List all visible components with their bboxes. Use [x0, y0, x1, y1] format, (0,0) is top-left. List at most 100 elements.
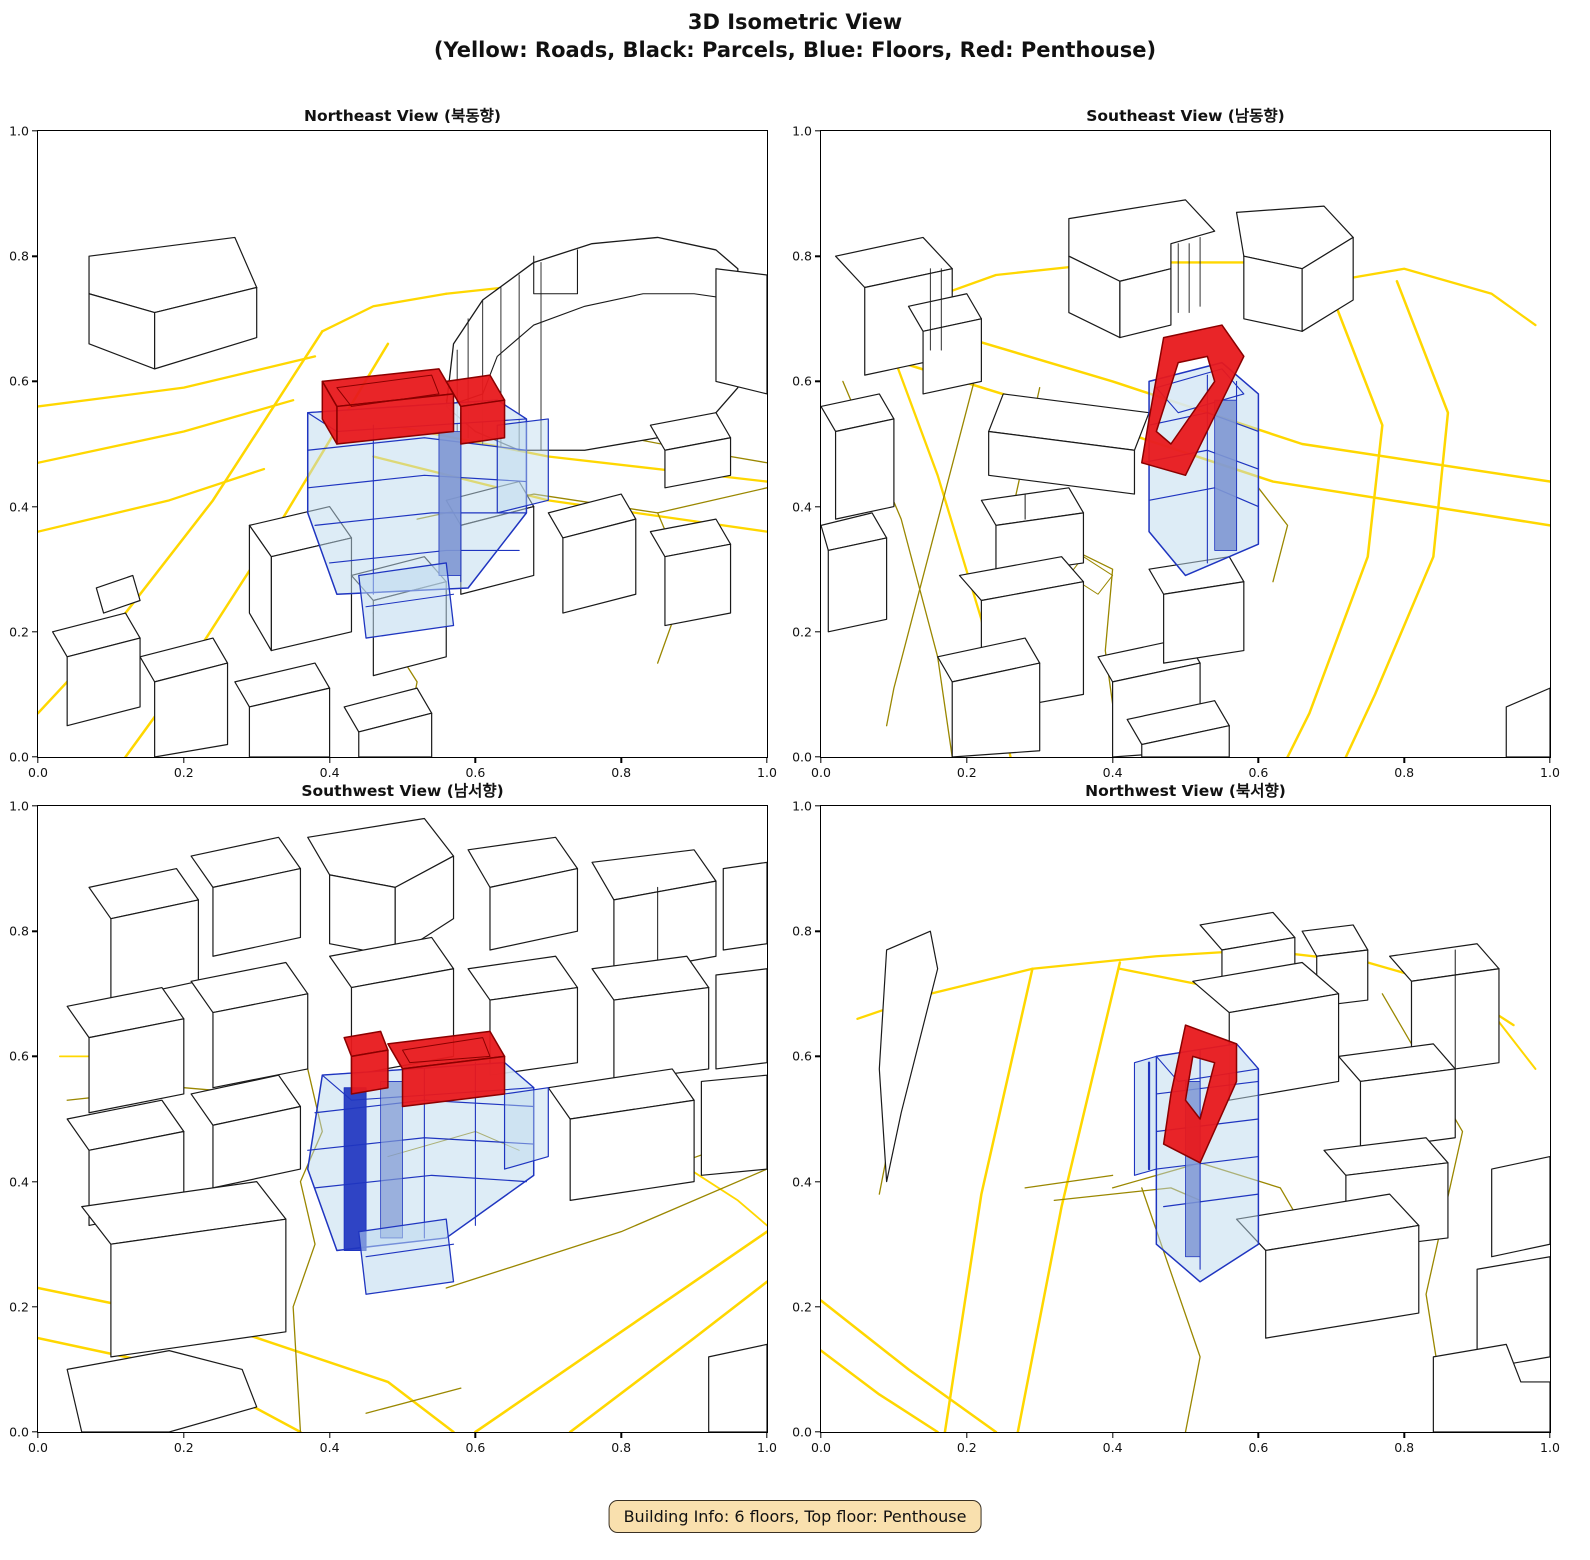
y-tick-mark [32, 380, 37, 383]
view-canvas-northeast [38, 131, 767, 757]
x-tick-mark [966, 1433, 968, 1438]
view-canvas-southwest [38, 806, 767, 1432]
road [908, 262, 1535, 325]
road [38, 356, 315, 406]
road [570, 1282, 767, 1432]
x-tick-mark [474, 1433, 477, 1438]
penthouse-edge [388, 1044, 403, 1069]
x-tick-mark [1111, 758, 1114, 763]
parcel-face [213, 869, 300, 957]
x-tick-mark [620, 758, 622, 763]
parcel-face [1506, 688, 1550, 757]
panel-title-northwest: Northwest View (북서향) [1085, 782, 1286, 800]
x-tick-label: 0.2 [956, 765, 977, 780]
parcel-face [723, 862, 767, 950]
parcel-face [1302, 237, 1353, 331]
penthouse-parapet [403, 1038, 490, 1063]
x-tick-mark [820, 758, 822, 763]
x-tick-label: 0.8 [611, 765, 632, 780]
parcel-face [67, 638, 140, 726]
y-tick-mark [32, 930, 37, 932]
x-tick-mark [328, 1433, 331, 1438]
x-tick-label: 1.0 [1540, 765, 1560, 780]
penthouse-face [322, 381, 337, 444]
core-column [344, 1088, 366, 1251]
road-minor [366, 1388, 461, 1413]
parcel-face [828, 538, 886, 632]
x-tick-label: 0.8 [1394, 765, 1415, 780]
penthouse-face [461, 400, 505, 444]
parcel-face [923, 319, 981, 394]
y-tick-mark [815, 1431, 820, 1433]
figure-title-line1: 3D Isometric View [687, 10, 903, 34]
x-tick-mark [474, 758, 477, 763]
parcel-face [1142, 726, 1229, 757]
y-tick-label: 0.4 [792, 499, 812, 515]
parcel-roof [96, 575, 140, 613]
y-tick-label: 0.2 [792, 1299, 812, 1315]
y-tick-mark [815, 930, 820, 932]
y-tick-mark [815, 1180, 820, 1183]
y-tick-mark [815, 1306, 820, 1308]
y-tick-mark [815, 255, 820, 257]
x-tick-label: 0.6 [465, 765, 486, 780]
x-tick-label: 1.0 [757, 765, 777, 780]
x-tick-label: 0.2 [173, 1440, 194, 1455]
y-tick-label: 1.0 [9, 798, 29, 814]
y-tick-label: 0.0 [9, 1424, 29, 1440]
parcel-face [395, 856, 453, 956]
building-info-badge: Building Info: 6 floors, Top floor: Pent… [608, 1500, 982, 1533]
panel-title-northeast: Northeast View (북동향) [304, 107, 501, 125]
penthouse-face [403, 1056, 505, 1106]
floor-step [497, 419, 548, 513]
parcel-face [249, 525, 271, 650]
x-tick-label: 1.0 [757, 1440, 777, 1455]
road [475, 1232, 767, 1432]
x-tick-mark [183, 1433, 185, 1438]
y-tick-mark [815, 805, 820, 807]
y-tick-mark [815, 130, 820, 132]
y-tick-label: 0.2 [792, 624, 812, 640]
parcel-face [614, 881, 716, 975]
x-tick-label: 0.8 [611, 1440, 632, 1455]
plot-northwest: 0.0 0.0 0.2 0.2 0.4 0.4 0.6 0.6 0.8 0.8 1.0 1.0 [792, 799, 1560, 1456]
y-tick-label: 0.4 [9, 499, 29, 515]
plot-southwest: 0.0 0.0 0.2 0.2 0.4 0.4 0.6 0.6 0.8 0.8 1.0 1.0 [9, 799, 777, 1456]
y-tick-label: 0.6 [9, 1048, 29, 1064]
y-tick-label: 0.0 [792, 749, 812, 765]
floor-line [308, 438, 527, 451]
road [1346, 281, 1448, 757]
x-tick-mark [620, 1433, 622, 1438]
y-tick-mark [815, 631, 820, 633]
parcel-step [1433, 1344, 1550, 1432]
penthouse-face [351, 1050, 387, 1094]
parcel-face [665, 544, 731, 625]
parcel-face [111, 1219, 286, 1357]
parcel-face [563, 519, 636, 613]
x-tick-label: 0.4 [1102, 1440, 1123, 1455]
parcel-face [952, 663, 1039, 757]
penthouse-ring [1164, 1025, 1237, 1163]
x-tick-mark [766, 1433, 768, 1438]
y-tick-label: 1.0 [792, 123, 812, 139]
road-minor [1025, 1175, 1112, 1188]
x-tick-mark [1549, 758, 1551, 763]
y-tick-label: 0.0 [9, 749, 29, 765]
x-tick-mark [1257, 1433, 1260, 1438]
y-tick-mark [32, 631, 37, 633]
x-tick-mark [1403, 758, 1405, 763]
panel-title-southwest: Southwest View (남서향) [301, 782, 504, 800]
parcel-face [709, 1344, 767, 1432]
parcel-face [1360, 1069, 1455, 1150]
y-tick-label: 0.6 [792, 1048, 812, 1064]
y-tick-label: 0.4 [9, 1174, 29, 1190]
parcel-face [1164, 582, 1244, 663]
x-tick-label: 0.6 [1248, 765, 1269, 780]
parcel-face [213, 1106, 300, 1187]
x-tick-label: 0.6 [1248, 1440, 1269, 1455]
parcel-face [701, 1075, 767, 1175]
parcel-face [570, 1100, 694, 1200]
y-tick-mark [32, 805, 37, 807]
y-tick-mark [815, 1055, 820, 1058]
y-tick-mark [32, 1055, 37, 1058]
